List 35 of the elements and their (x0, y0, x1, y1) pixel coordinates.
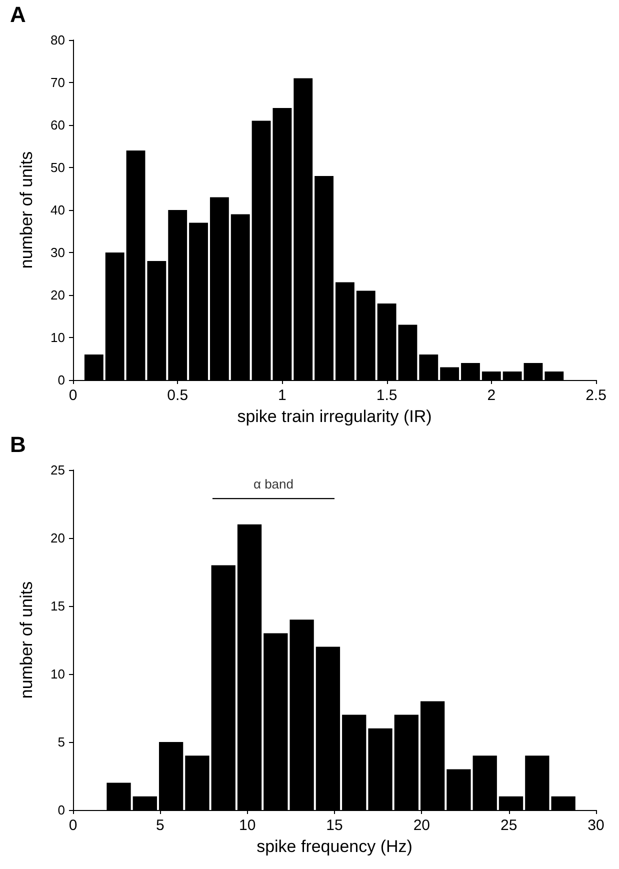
annotation: α band (253, 476, 294, 492)
y-tick-label: 25 (50, 462, 65, 478)
y-tick-label: 5 (58, 734, 65, 750)
y-tick-label: 80 (50, 32, 65, 48)
y-tick-label: 20 (50, 530, 65, 546)
y-tick-label: 10 (50, 330, 65, 345)
chart-title: B (10, 432, 26, 458)
x-tick-label: 1.5 (376, 387, 398, 404)
y-tick-label: 50 (50, 160, 65, 175)
x-tick-label: 25 (500, 817, 518, 834)
y-tick-label: 30 (50, 245, 65, 260)
y-tick-label: 0 (58, 802, 65, 818)
x-axis-title: spike train irregularity (IR) (237, 407, 432, 426)
y-axis-title: number of units (17, 581, 36, 699)
x-tick-label: 10 (238, 817, 256, 834)
x-tick-label: 2.5 (586, 387, 606, 404)
x-tick-label: 30 (588, 817, 604, 834)
x-tick-label: 20 (413, 817, 430, 834)
x-tick-label: 2 (487, 387, 496, 404)
y-tick-label: 15 (50, 598, 65, 614)
x-axis-title: spike frequency (Hz) (256, 837, 412, 856)
x-tick-label: 0.5 (167, 387, 188, 404)
y-tick-label: 20 (50, 288, 65, 302)
x-tick-label: 5 (156, 817, 164, 834)
y-tick-label: 40 (50, 202, 65, 218)
y-tick-label: 70 (50, 75, 65, 90)
x-tick-label: 0 (68, 387, 78, 404)
y-tick-label: 10 (50, 666, 65, 682)
chart-title: A (10, 2, 26, 28)
y-tick-label: 60 (50, 118, 65, 132)
y-axis-title: number of units (17, 151, 36, 269)
x-tick-label: 15 (326, 817, 343, 834)
x-tick-label: 1 (278, 387, 286, 404)
x-tick-label: 0 (68, 817, 78, 834)
y-tick-label: 0 (58, 372, 65, 388)
